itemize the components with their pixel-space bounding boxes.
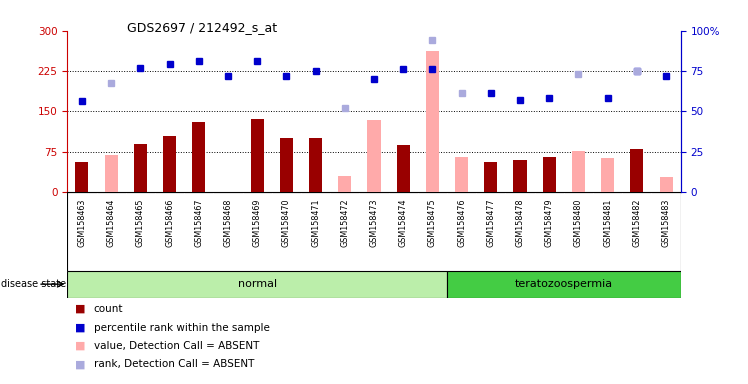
Text: teratozoospermia: teratozoospermia <box>515 279 613 289</box>
Bar <box>601 158 614 192</box>
Bar <box>455 157 468 192</box>
Bar <box>280 138 293 192</box>
Bar <box>134 144 147 192</box>
Text: GSM158466: GSM158466 <box>165 198 174 247</box>
Text: count: count <box>94 304 123 314</box>
Text: GSM158465: GSM158465 <box>136 198 145 247</box>
Bar <box>631 149 643 192</box>
Text: GSM158467: GSM158467 <box>194 198 203 247</box>
Text: ■: ■ <box>75 304 85 314</box>
Text: GSM158481: GSM158481 <box>603 198 612 247</box>
Text: GSM158475: GSM158475 <box>428 198 437 247</box>
Bar <box>76 162 88 192</box>
Bar <box>447 271 681 298</box>
Text: GSM158476: GSM158476 <box>457 198 466 247</box>
Bar <box>660 177 672 192</box>
Text: GDS2697 / 212492_s_at: GDS2697 / 212492_s_at <box>127 21 278 34</box>
Text: GSM158468: GSM158468 <box>224 198 233 247</box>
Text: rank, Detection Call = ABSENT: rank, Detection Call = ABSENT <box>94 359 254 369</box>
Bar <box>396 145 410 192</box>
Text: value, Detection Call = ABSENT: value, Detection Call = ABSENT <box>94 341 259 351</box>
Text: GSM158474: GSM158474 <box>399 198 408 247</box>
Text: GSM158469: GSM158469 <box>253 198 262 247</box>
Text: ■: ■ <box>75 359 85 369</box>
Bar <box>67 271 447 298</box>
Bar <box>192 122 205 192</box>
Text: GSM158483: GSM158483 <box>661 198 670 247</box>
Bar <box>163 136 176 192</box>
Text: ■: ■ <box>75 341 85 351</box>
Bar <box>367 121 381 192</box>
Text: GSM158471: GSM158471 <box>311 198 320 247</box>
Bar <box>484 162 497 192</box>
Text: percentile rank within the sample: percentile rank within the sample <box>94 323 269 333</box>
Bar <box>105 156 117 192</box>
Text: GSM158464: GSM158464 <box>107 198 116 247</box>
Text: GSM158480: GSM158480 <box>574 198 583 247</box>
Bar <box>542 157 556 192</box>
Text: normal: normal <box>238 279 277 289</box>
Bar <box>309 138 322 192</box>
Text: GSM158472: GSM158472 <box>340 198 349 247</box>
Text: GSM158482: GSM158482 <box>632 198 641 247</box>
Text: GSM158478: GSM158478 <box>515 198 524 247</box>
Bar <box>338 176 352 192</box>
Text: disease state: disease state <box>1 279 67 289</box>
Text: GSM158479: GSM158479 <box>545 198 554 247</box>
Text: GSM158477: GSM158477 <box>486 198 495 247</box>
Bar <box>426 51 439 192</box>
Text: ■: ■ <box>75 323 85 333</box>
Text: GSM158463: GSM158463 <box>78 198 87 247</box>
Bar <box>513 160 527 192</box>
Text: GSM158470: GSM158470 <box>282 198 291 247</box>
Bar <box>572 151 585 192</box>
Text: GSM158473: GSM158473 <box>370 198 378 247</box>
Bar <box>251 119 264 192</box>
